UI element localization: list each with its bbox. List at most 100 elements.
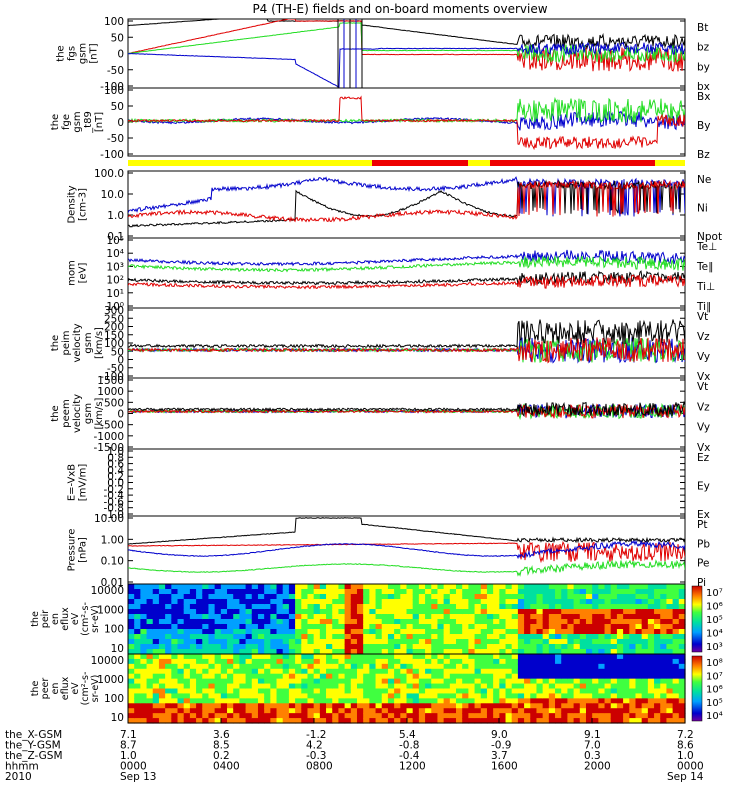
spectrogram-cell bbox=[270, 639, 278, 645]
spectrogram-cell bbox=[220, 629, 228, 635]
spectrogram-cell bbox=[623, 629, 630, 635]
spectrogram-cell bbox=[672, 698, 680, 704]
spectrogram-cell bbox=[276, 594, 284, 600]
spectrogram-cell bbox=[282, 634, 290, 640]
spectrogram-cell bbox=[239, 629, 247, 635]
spectrogram-ylabel-line: eflux bbox=[60, 607, 71, 631]
spectrogram-cell bbox=[227, 708, 234, 714]
spectrogram-cell bbox=[152, 678, 160, 685]
spectrogram-cell bbox=[555, 649, 562, 655]
spectrogram-cell bbox=[406, 614, 414, 620]
spectrogram-cell bbox=[425, 688, 432, 695]
spectrogram-cell bbox=[332, 614, 340, 620]
spectrogram-cell bbox=[678, 594, 686, 600]
spectrogram-cell bbox=[301, 649, 309, 655]
spectrogram-cell bbox=[666, 584, 674, 590]
spectrogram-cell bbox=[647, 604, 655, 610]
spectrogram-cell bbox=[629, 629, 637, 635]
spectrogram-cell bbox=[462, 718, 469, 724]
spectrogram-cell bbox=[499, 654, 507, 660]
trace-fgs-Bt bbox=[128, 19, 685, 50]
spectrogram-cell bbox=[610, 688, 618, 695]
spectrogram-cell bbox=[189, 599, 197, 605]
spectrogram-cell bbox=[573, 584, 581, 590]
spectrogram-cell bbox=[177, 609, 185, 615]
spectrogram-cell bbox=[579, 693, 587, 699]
spectrogram-cell bbox=[486, 644, 494, 650]
spectrogram-cell bbox=[610, 624, 618, 630]
spectrogram-cell bbox=[288, 599, 296, 605]
spectrogram-cell bbox=[579, 609, 587, 615]
spectrogram-cell bbox=[555, 634, 562, 640]
spectrogram-cell bbox=[437, 649, 445, 655]
spectrogram-cell bbox=[165, 604, 172, 610]
spectrogram-cell bbox=[524, 663, 531, 670]
spectrogram-cell bbox=[264, 629, 271, 635]
spectrogram-cell bbox=[418, 663, 426, 670]
spectrogram-cell bbox=[369, 649, 377, 655]
spectrogram-cell bbox=[604, 589, 612, 595]
ytick-label: 0.01 bbox=[101, 577, 124, 589]
spectrogram-cell bbox=[369, 654, 377, 660]
spectrogram-cell bbox=[629, 678, 637, 685]
spectrogram-cell bbox=[592, 654, 599, 660]
spectrogram-cell bbox=[486, 708, 494, 714]
ylabel-line: the bbox=[50, 114, 61, 130]
spectrogram-cell bbox=[505, 604, 513, 610]
spectrogram-cell bbox=[474, 718, 482, 724]
spectrogram-cell bbox=[196, 718, 203, 724]
spectrogram-cell bbox=[635, 703, 643, 709]
spectrogram-cell bbox=[227, 584, 234, 590]
spectrogram-cell bbox=[412, 698, 420, 704]
spectrogram-cell bbox=[456, 614, 463, 620]
spectrogram-cell bbox=[579, 713, 587, 719]
spectrogram-cell bbox=[134, 629, 141, 635]
spectrogram-cell bbox=[456, 644, 463, 650]
spectrogram-cell bbox=[548, 683, 556, 690]
spectrogram-cell bbox=[616, 688, 624, 695]
spectrogram-cell bbox=[443, 693, 451, 699]
spectrogram-cell bbox=[654, 639, 661, 645]
spectrogram-cell bbox=[369, 683, 377, 690]
spectrogram-cell bbox=[177, 629, 185, 635]
spectrogram-cell bbox=[406, 629, 414, 635]
spectrogram-cell bbox=[313, 693, 321, 699]
spectrogram-cell bbox=[499, 678, 507, 685]
spectrogram-cell bbox=[257, 654, 265, 660]
spectrogram-cell bbox=[134, 688, 141, 695]
spectrogram-cell bbox=[332, 624, 340, 630]
spectrogram-cell bbox=[524, 673, 531, 680]
spectrogram-cell bbox=[462, 688, 469, 695]
spectrogram-cell bbox=[400, 688, 408, 695]
spectrogram-cell bbox=[573, 654, 581, 660]
spectrogram-cell bbox=[573, 604, 581, 610]
spectrogram-cell bbox=[456, 594, 463, 600]
spectrogram-cell bbox=[431, 629, 439, 635]
spectrogram-cell bbox=[134, 698, 141, 704]
spectrogram-cell bbox=[443, 683, 451, 690]
spectrogram-cell bbox=[418, 673, 426, 680]
spectrogram-cell bbox=[536, 683, 544, 690]
spectrogram-cell bbox=[270, 693, 278, 699]
spectrogram-cell bbox=[158, 589, 166, 595]
spectrogram-cell bbox=[356, 708, 364, 714]
spectrogram-cell bbox=[214, 718, 222, 724]
spectrogram-cell bbox=[678, 713, 686, 719]
spectrogram-cell bbox=[499, 599, 507, 605]
spectrogram-cell bbox=[381, 629, 389, 635]
spectrogram-cell bbox=[257, 663, 265, 670]
spectrogram-cell bbox=[542, 654, 550, 660]
spectrogram-cell bbox=[381, 663, 389, 670]
spectrogram-cell bbox=[387, 634, 395, 640]
spectrogram-cell bbox=[598, 713, 606, 719]
spectrogram-cell bbox=[233, 654, 240, 660]
spectrogram-cell bbox=[629, 703, 637, 709]
spectrogram-cell bbox=[418, 624, 426, 630]
spectrogram-cell bbox=[561, 624, 569, 630]
spectrogram-cell bbox=[165, 688, 172, 695]
spectrogram-cell bbox=[363, 688, 370, 695]
spectrogram-cell bbox=[208, 713, 216, 719]
spectrogram-cell bbox=[189, 619, 197, 625]
spectrogram-cell bbox=[301, 718, 309, 724]
